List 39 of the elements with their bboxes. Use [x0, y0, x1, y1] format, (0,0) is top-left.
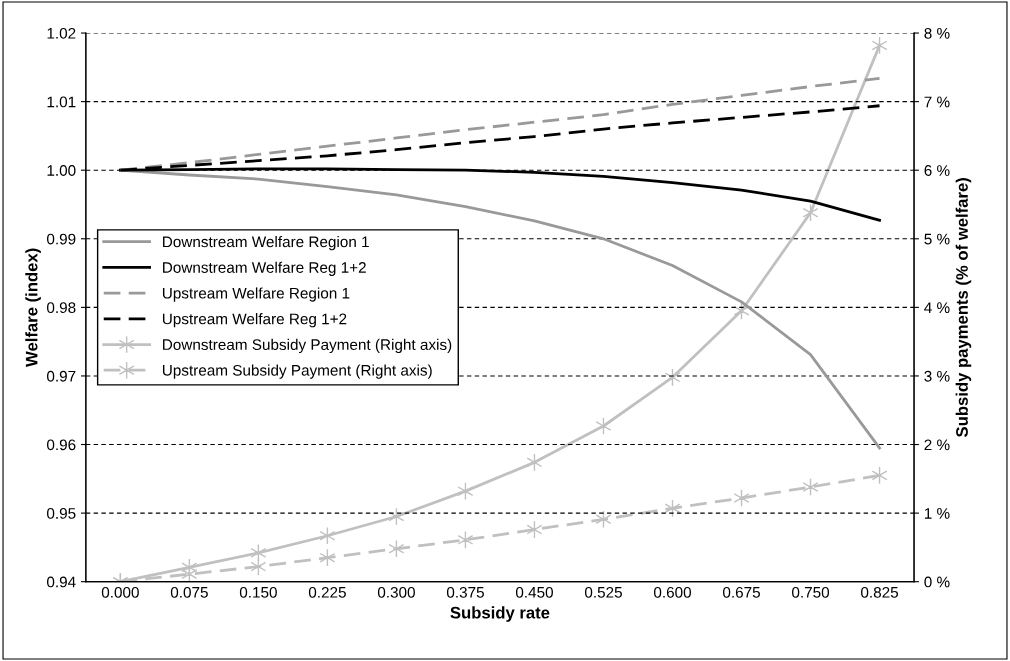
x-tick-label: 0.375 [446, 586, 484, 598]
legend-label: Downstream Subsidy Payment (Right axis) [163, 338, 452, 354]
y-tick-label: 0.95 [46, 507, 76, 519]
legend-label: Upstream Welfare Reg 1+2 [162, 313, 347, 328]
legend-label: Upstream Welfare Region 1 [162, 287, 350, 302]
y2-tick-label: 5 % [924, 233, 950, 245]
y2-tick-label: 6 % [924, 165, 950, 176]
y-tick-label: 0.99 [46, 233, 76, 245]
y2-tick-label: 8 % [924, 27, 950, 39]
y-tick-label: 1.02 [47, 27, 76, 39]
x-tick-label: 0.225 [308, 586, 346, 598]
y-tick-label: 1.00 [47, 165, 76, 176]
y-tick-label: 1.01 [47, 96, 76, 108]
x-tick-label: 0.750 [792, 586, 830, 598]
y2-tick-label: 1 % [924, 508, 950, 519]
y-tick-label: 0.98 [46, 302, 76, 314]
legend-label: Upstream Subsidy Payment (Right axis) [162, 364, 432, 379]
y2-tick-label: 3 % [924, 370, 950, 382]
x-tick-label: 0.600 [653, 586, 692, 598]
x-tick-label: 0.525 [584, 586, 622, 598]
y2-tick-label: 7 % [924, 96, 950, 108]
x-tick-label: 0.675 [722, 586, 760, 598]
x-tick-label: 0.150 [239, 586, 277, 598]
y2-axis-title: Subsidy payments (% of welfare) [955, 178, 972, 437]
y2-tick-label: 0 % [924, 576, 950, 588]
y-tick-label: 0.97 [46, 370, 76, 382]
y2-tick-label: 2 % [924, 439, 950, 451]
y-tick-label: 0.96 [46, 439, 76, 451]
x-axis-title: Subsidy rate [450, 606, 550, 622]
x-tick-label: 0.075 [170, 586, 208, 598]
y2-tick-label: 4 % [924, 302, 950, 313]
x-tick-label: 0.825 [861, 586, 899, 598]
legend-label: Downstream Welfare Reg 1+2 [163, 261, 366, 276]
y-tick-label: 0.94 [46, 576, 76, 588]
x-tick-label: 0.300 [377, 586, 415, 598]
x-tick-label: 0.000 [101, 586, 139, 598]
legend-label: Downstream Welfare Region 1 [163, 235, 369, 251]
y-axis-title: Welfare (index) [25, 248, 41, 367]
x-tick-label: 0.450 [515, 586, 553, 598]
